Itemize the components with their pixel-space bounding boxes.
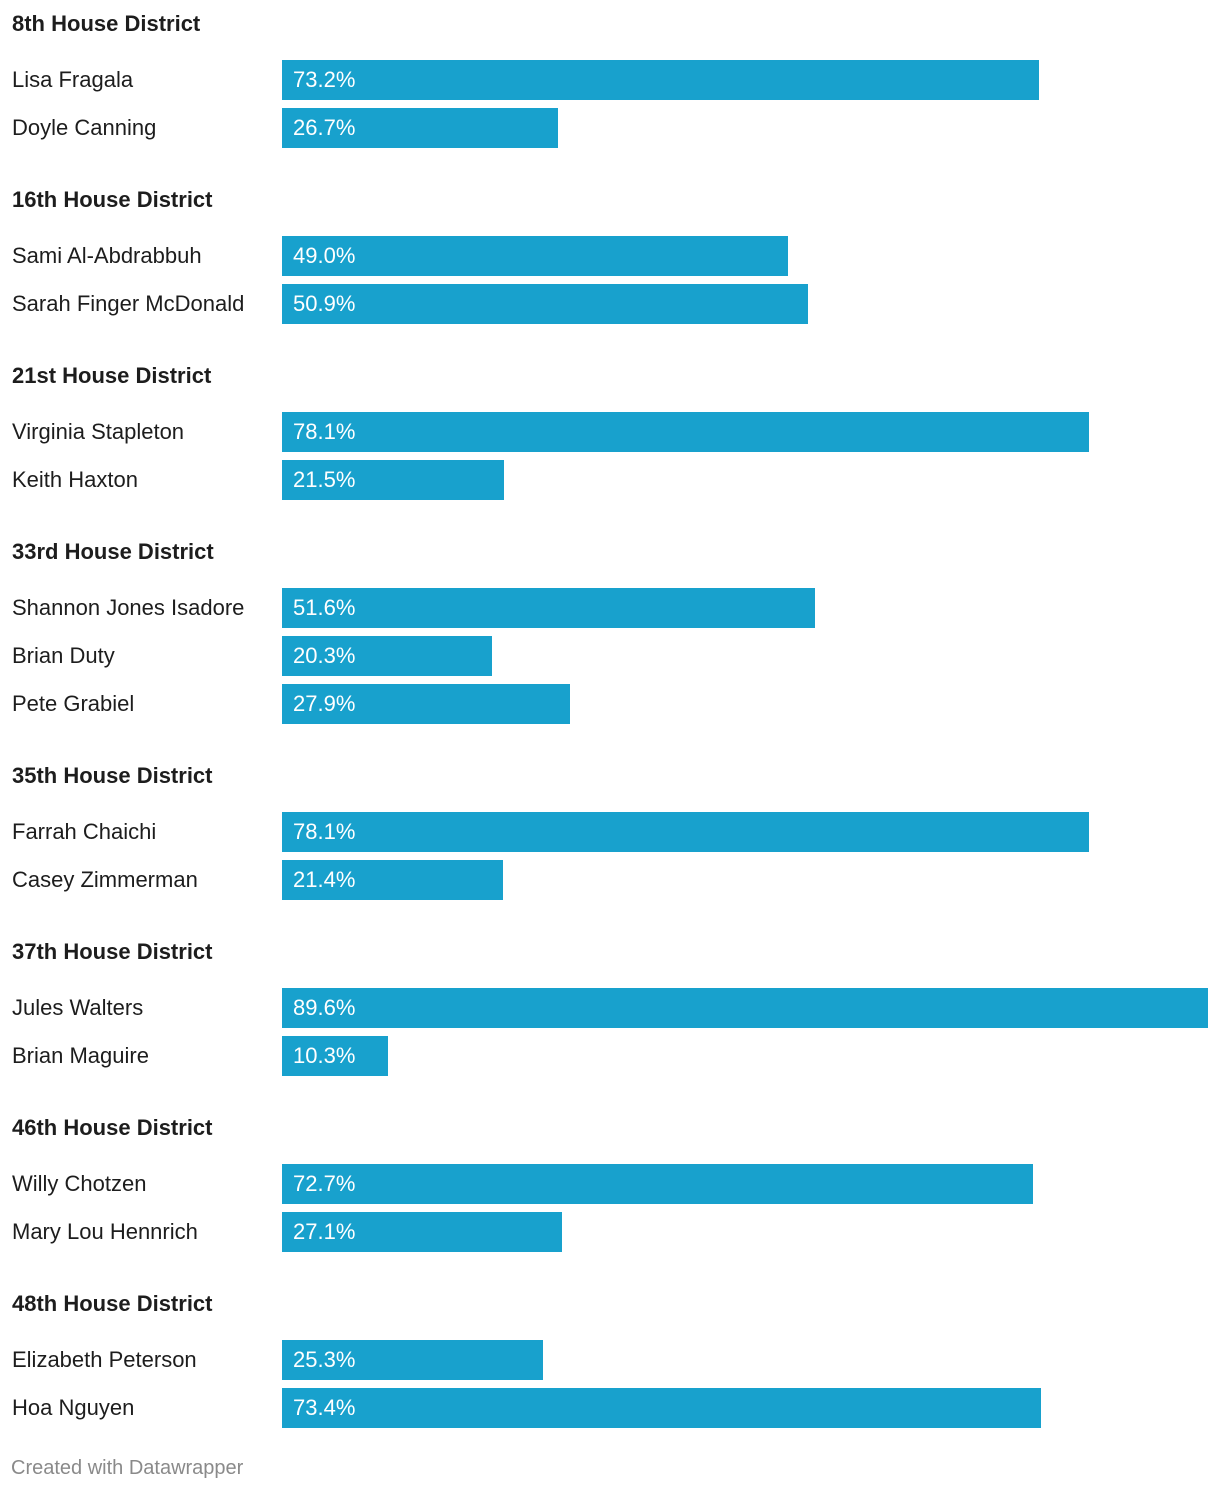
candidate-label: Mary Lou Hennrich <box>12 1219 198 1244</box>
group-title: 8th House District <box>12 11 201 36</box>
vote-share-bar: 73.2% <box>282 60 1039 100</box>
candidate-label: Lisa Fragala <box>12 67 134 92</box>
vote-share-bar: 73.4% <box>282 1388 1041 1428</box>
bar-value-label: 25.3% <box>293 1347 356 1372</box>
group-title: 37th House District <box>12 939 213 964</box>
bar-value-label: 78.1% <box>293 819 356 844</box>
vote-share-bar: 26.7% <box>282 108 558 148</box>
candidate-label: Hoa Nguyen <box>12 1395 135 1420</box>
bar-value-label: 27.1% <box>293 1219 356 1244</box>
bar-value-label: 21.5% <box>293 467 356 492</box>
group-title: 48th House District <box>12 1291 213 1316</box>
bar-value-label: 73.4% <box>293 1395 356 1420</box>
candidate-label: Sami Al-Abdrabbuh <box>12 243 202 268</box>
vote-share-bar: 27.9% <box>282 684 570 724</box>
bar-value-label: 78.1% <box>293 419 356 444</box>
vote-share-bar: 50.9% <box>282 284 808 324</box>
candidate-label: Casey Zimmerman <box>12 867 198 892</box>
vote-share-bar: 21.5% <box>282 460 504 500</box>
group-title: 21st House District <box>12 363 212 388</box>
candidate-label: Pete Grabiel <box>12 691 135 716</box>
vote-share-bar: 51.6% <box>282 588 815 628</box>
bar-value-label: 27.9% <box>293 691 356 716</box>
candidate-label: Keith Haxton <box>12 467 138 492</box>
vote-share-bar: 10.3% <box>282 1036 388 1076</box>
candidate-label: Elizabeth Peterson <box>12 1347 197 1372</box>
bar-value-label: 10.3% <box>293 1043 356 1068</box>
bar-value-label: 73.2% <box>293 67 356 92</box>
vote-share-bar: 20.3% <box>282 636 492 676</box>
candidate-label: Brian Maguire <box>12 1043 149 1068</box>
vote-share-bar: 49.0% <box>282 236 788 276</box>
candidate-label: Shannon Jones Isadore <box>12 595 245 620</box>
vote-share-bar: 27.1% <box>282 1212 562 1252</box>
vote-share-bar: 89.6% <box>282 988 1208 1028</box>
bar-value-label: 20.3% <box>293 643 356 668</box>
vote-share-bar: 25.3% <box>282 1340 543 1380</box>
candidate-label: Willy Chotzen <box>12 1171 147 1196</box>
bar-value-label: 72.7% <box>293 1171 356 1196</box>
group-title: 33rd House District <box>12 539 214 564</box>
group-title: 35th House District <box>12 763 213 788</box>
vote-share-bar: 72.7% <box>282 1164 1033 1204</box>
bar-value-label: 49.0% <box>293 243 356 268</box>
candidate-label: Sarah Finger McDonald <box>12 291 245 316</box>
candidate-label: Virginia Stapleton <box>12 419 185 444</box>
bar-value-label: 50.9% <box>293 291 356 316</box>
bar-chart: 8th House District Lisa Fragala 73.2% Doyle… <box>12 11 1208 1428</box>
bar-value-label: 26.7% <box>293 115 356 140</box>
datawrapper-credit: Created with Datawrapper <box>11 1457 244 1479</box>
vote-share-bar: 78.1% <box>282 412 1089 452</box>
candidate-label: Brian Duty <box>12 643 115 668</box>
bar-value-label: 21.4% <box>293 867 356 892</box>
bar-value-label: 51.6% <box>293 595 356 620</box>
bar-value-label: 89.6% <box>293 995 356 1020</box>
vote-share-bar: 21.4% <box>282 860 503 900</box>
candidate-label: Farrah Chaichi <box>12 819 157 844</box>
vote-share-bar: 78.1% <box>282 812 1089 852</box>
group-title: 16th House District <box>12 187 213 212</box>
candidate-label: Jules Walters <box>12 995 144 1020</box>
group-title: 46th House District <box>12 1115 213 1140</box>
candidate-label: Doyle Canning <box>12 115 157 140</box>
